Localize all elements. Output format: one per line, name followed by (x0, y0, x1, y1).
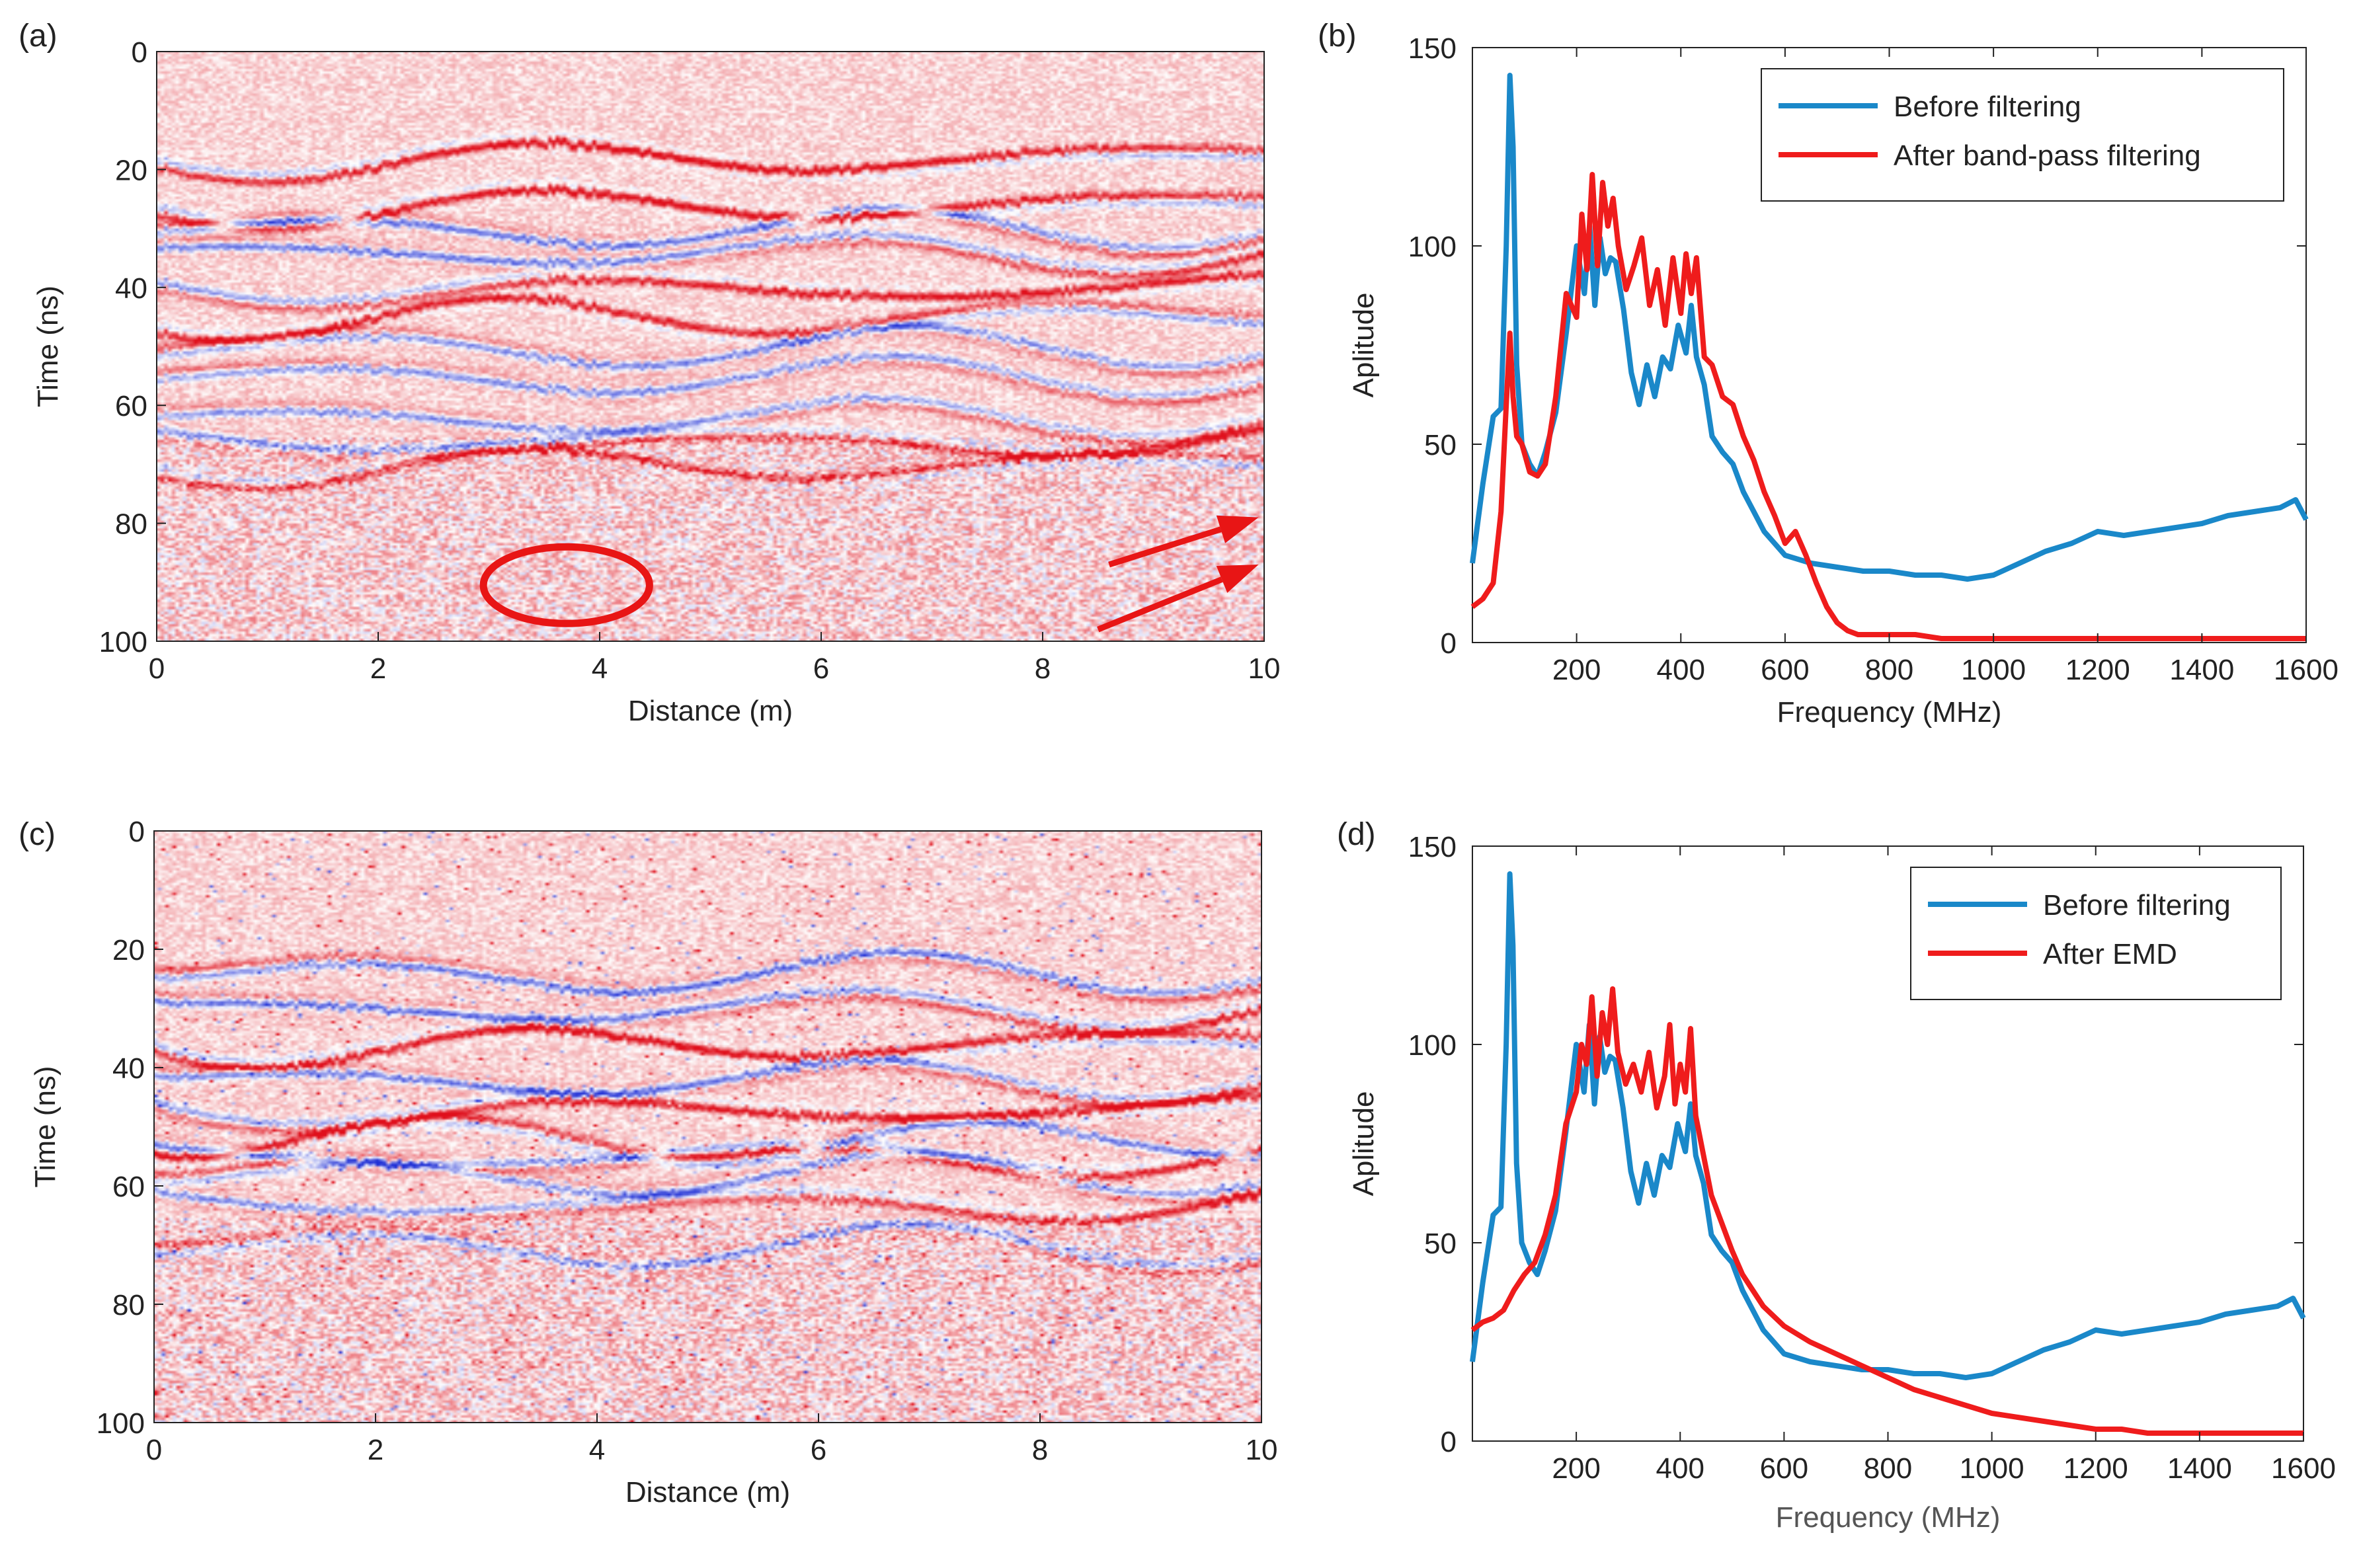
x-tick-label: 800 (1864, 1452, 1912, 1485)
y-axis-label: Time (ns) (32, 286, 64, 407)
y-tick-label: 100 (99, 626, 147, 658)
legend-label: After band-pass filtering (1894, 139, 2201, 172)
y-tick-label: 0 (1441, 627, 1457, 660)
plot-frame (156, 51, 1265, 642)
radargram-image (157, 52, 1264, 641)
panel-d: 200 400 600 800 1000 1200 1400 1600 0 50 100 150 Fre… (1347, 831, 2336, 1534)
panel-label-a: (a) (19, 19, 58, 54)
x-tick-label: 200 (1552, 654, 1601, 686)
y-axis-label: Time (ns) (29, 1066, 61, 1187)
x-tick-label: 2 (370, 652, 386, 685)
annotation-ellipse (479, 543, 653, 627)
y-tick-label: 20 (115, 154, 147, 186)
x-tick-label: 1400 (2169, 654, 2234, 686)
x-tick-label: 6 (811, 1434, 826, 1466)
y-tick-label: 40 (112, 1052, 145, 1085)
x-tick-label: 0 (146, 1434, 162, 1466)
annotation-arrow (1108, 526, 1222, 568)
y-tick-label: 80 (115, 508, 147, 541)
y-tick-label: 100 (1408, 1029, 1457, 1062)
y-tick-label: 150 (1408, 831, 1457, 863)
x-tick-label: 1600 (2274, 654, 2339, 686)
x-axis-label: Distance (m) (628, 695, 793, 727)
y-axis-label: Aplitude (1347, 292, 1380, 397)
plot-frame (153, 830, 1262, 1423)
legend-label: After EMD (2043, 938, 2177, 970)
y-tick-label: 20 (112, 934, 145, 966)
x-tick-label: 1000 (1961, 654, 2026, 686)
x-tick-label: 600 (1761, 654, 1809, 686)
legend: Before filtering After EMD (1910, 867, 2282, 1000)
panel-label-b: (b) (1318, 19, 1357, 54)
series-line-after (1470, 986, 2303, 1436)
y-tick-label: 50 (1424, 429, 1457, 461)
x-tick-label: 400 (1657, 654, 1705, 686)
x-axis-label: Distance (m) (625, 1476, 790, 1509)
annotation-arrowhead (1216, 565, 1259, 593)
legend-box (1761, 68, 2284, 202)
x-tick-label: 1200 (2063, 1452, 2128, 1485)
legend: Before filtering After band-pass filterin… (1761, 68, 2284, 202)
panel-b: 200 400 600 800 1000 1200 1400 1600 0 50 100 150 Fre… (1347, 32, 2339, 728)
x-tick-label: 6 (813, 652, 829, 685)
x-tick-label: 4 (592, 652, 608, 685)
y-tick-label: 60 (112, 1171, 145, 1203)
x-tick-label: 10 (1246, 1434, 1278, 1466)
panel-label-c: (c) (19, 817, 56, 852)
x-axis-label: Frequency (MHz) (1777, 696, 2002, 728)
x-tick-label: 4 (589, 1434, 605, 1466)
y-tick-label: 0 (129, 816, 145, 848)
y-axis-label: Aplitude (1347, 1091, 1380, 1196)
x-tick-label: 8 (1032, 1434, 1048, 1466)
x-tick-label: 1400 (2167, 1452, 2232, 1485)
annotation-arrow (1097, 576, 1223, 633)
x-tick-label: 0 (149, 652, 165, 685)
legend-box (1910, 867, 2282, 1000)
y-tick-label: 100 (97, 1407, 145, 1440)
series-line-before (1470, 871, 2306, 1380)
x-tick-label: 2 (368, 1434, 383, 1466)
x-tick-label: 1000 (1960, 1452, 2024, 1485)
x-tick-label: 1200 (2065, 654, 2130, 686)
x-tick-label: 10 (1248, 652, 1281, 685)
x-tick-label: 400 (1656, 1452, 1704, 1485)
y-tick-label: 50 (1424, 1228, 1457, 1260)
x-tick-label: 800 (1865, 654, 1913, 686)
panel-label-d: (d) (1337, 817, 1376, 852)
x-tick-label: 600 (1760, 1452, 1808, 1485)
y-tick-label: 0 (132, 36, 147, 69)
y-tick-label: 0 (1441, 1426, 1457, 1458)
series-line-after (1470, 172, 2306, 641)
y-tick-label: 60 (115, 390, 147, 422)
x-tick-label: 8 (1035, 652, 1051, 685)
y-tick-label: 150 (1408, 32, 1457, 65)
y-tick-label: 80 (112, 1289, 145, 1321)
y-tick-label: 40 (115, 272, 147, 305)
legend-label: Before filtering (1894, 91, 2081, 123)
radargram-image (154, 831, 1261, 1423)
x-axis-label: Frequency (MHz) (1776, 1501, 2001, 1534)
y-tick-label: 100 (1408, 231, 1457, 263)
x-tick-label: 200 (1552, 1452, 1600, 1485)
legend-label: Before filtering (2043, 889, 2231, 921)
x-tick-label: 1600 (2271, 1452, 2336, 1485)
annotation-arrowhead (1216, 515, 1259, 543)
